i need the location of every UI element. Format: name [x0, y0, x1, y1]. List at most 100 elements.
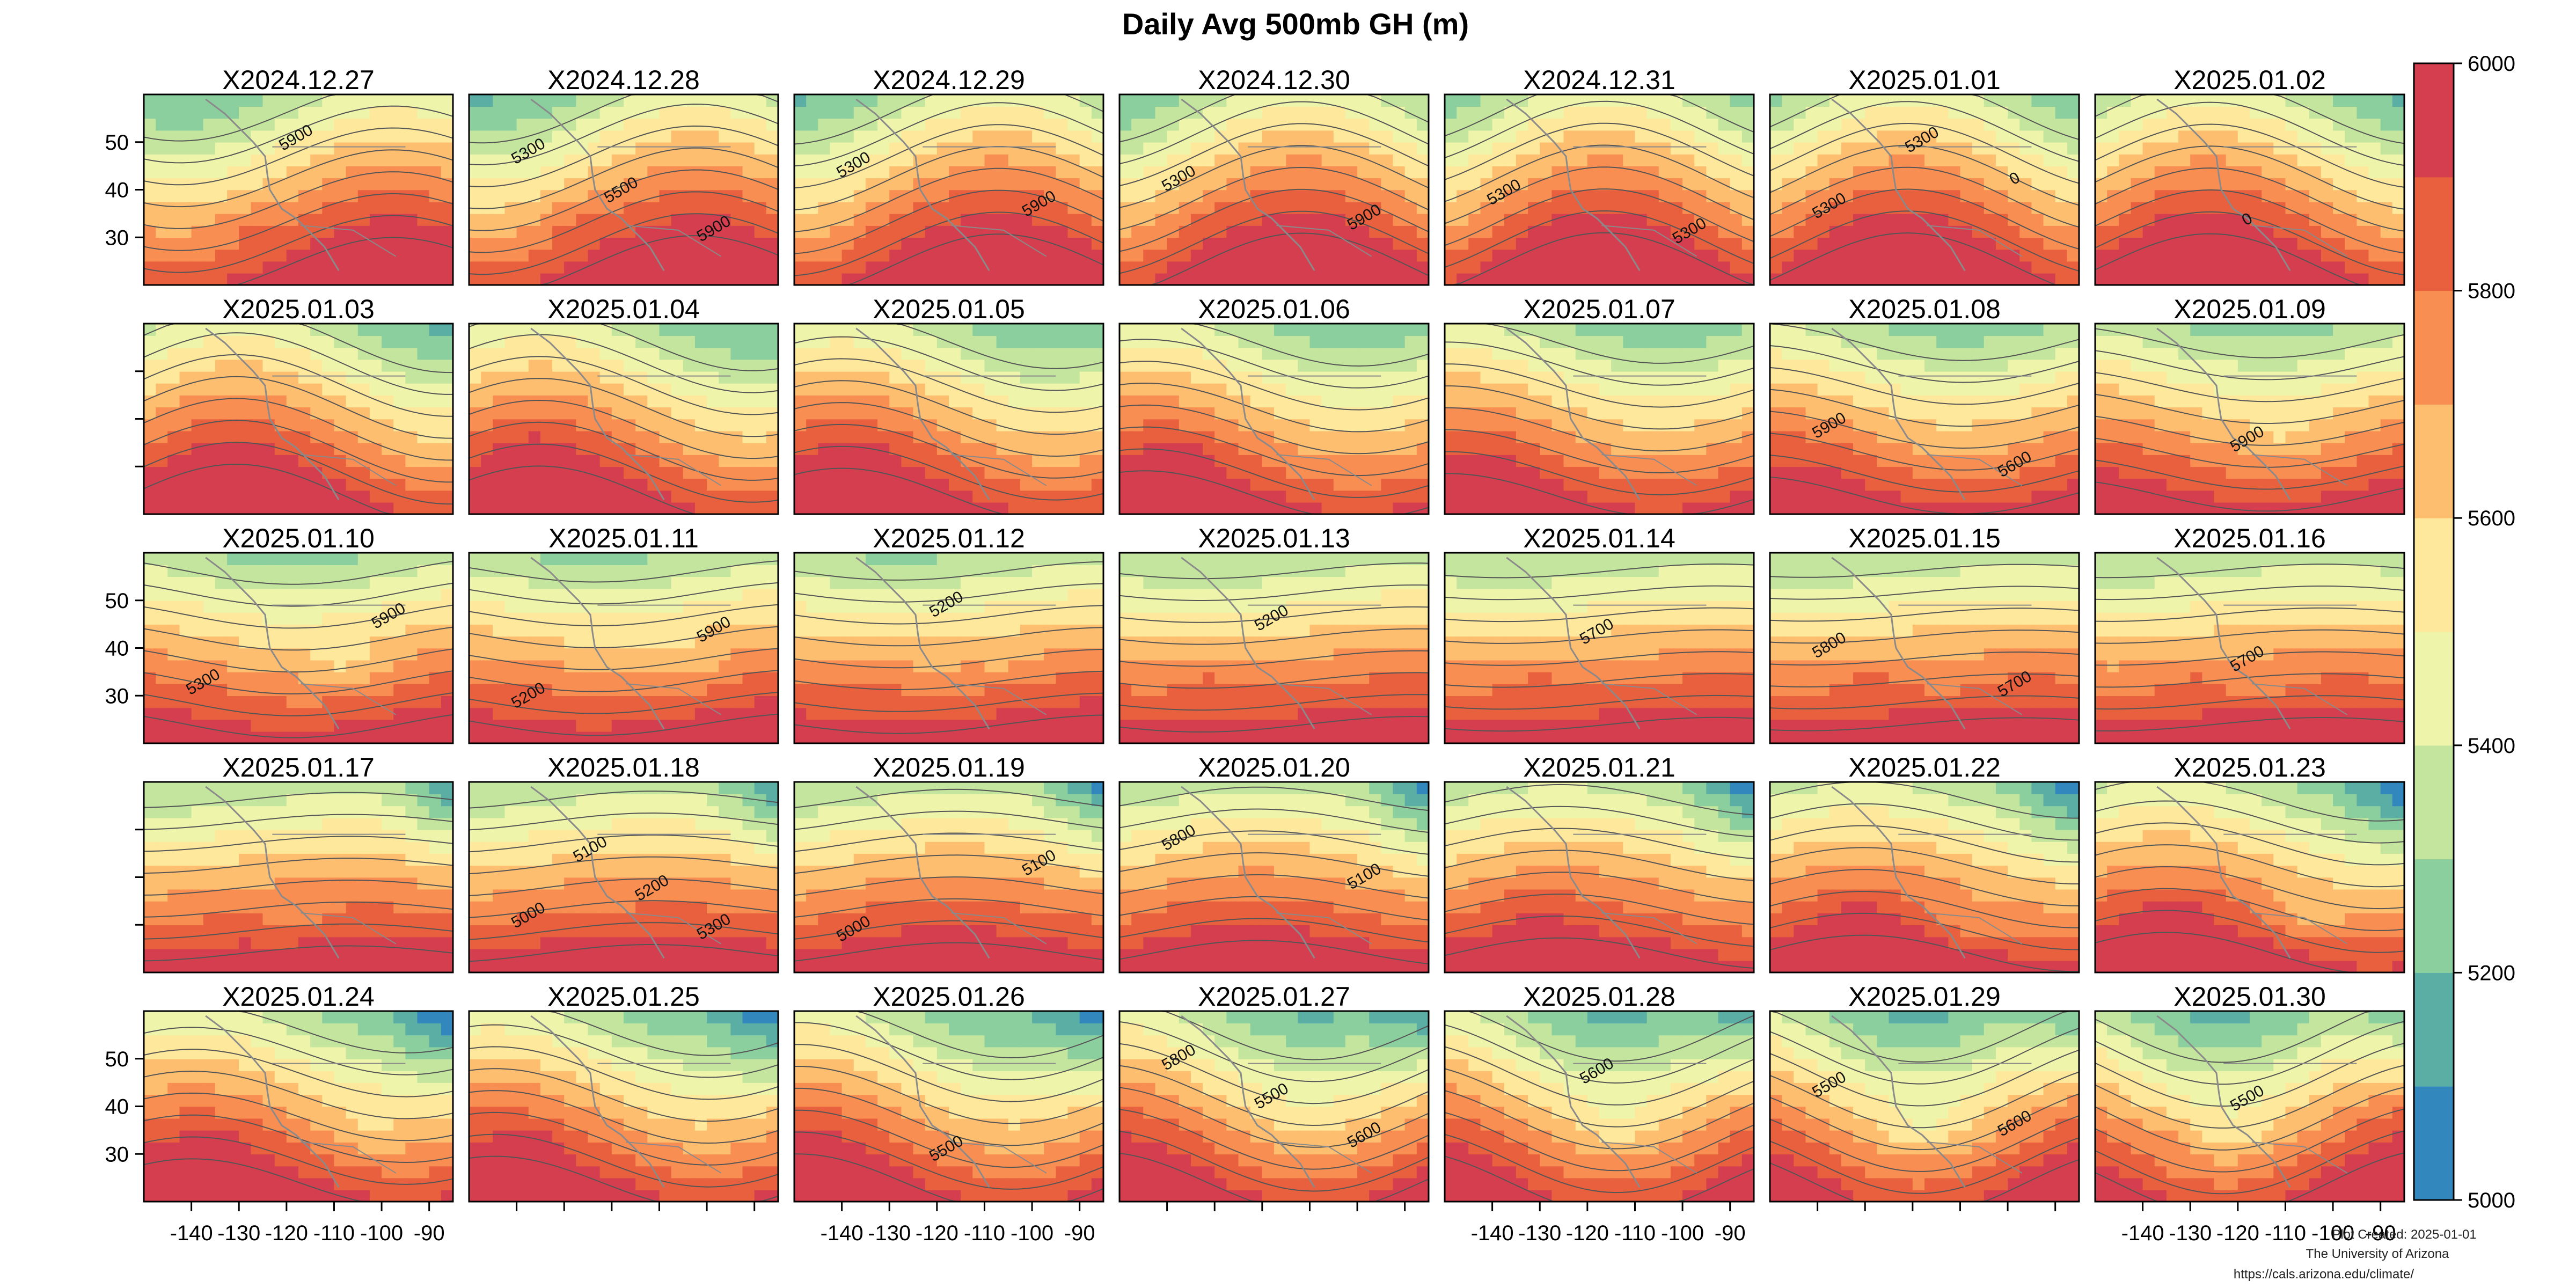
- heat-cell: [1995, 130, 2008, 143]
- heat-cell: [393, 142, 406, 155]
- heat-cell: [754, 455, 767, 467]
- heat-cell: [1635, 249, 1648, 262]
- heat-cell: [310, 189, 323, 202]
- heat-cell: [286, 153, 299, 166]
- heat-cell: [1179, 371, 1191, 384]
- heat-cell: [1056, 142, 1069, 155]
- heat-cell: [611, 455, 624, 467]
- heat-cell: [1091, 225, 1104, 238]
- heat-cell: [671, 261, 684, 274]
- heat-cell: [1226, 213, 1239, 226]
- heat-cell: [469, 118, 481, 131]
- heat-cell: [1190, 130, 1203, 143]
- heat-cell: [2131, 273, 2143, 286]
- heat-cell: [393, 213, 406, 226]
- heat-cell: [516, 94, 529, 107]
- heat-cell: [1794, 94, 1806, 107]
- heat-cell: [996, 347, 1009, 360]
- heat-cell: [1480, 395, 1493, 408]
- heat-cell: [552, 466, 565, 479]
- heat-cell: [1167, 142, 1180, 155]
- heat-cell: [806, 273, 819, 286]
- heat-cell: [1552, 395, 1564, 408]
- contour-line: [143, 171, 453, 229]
- heat-cell: [1445, 347, 1457, 360]
- heat-cell: [1056, 502, 1069, 515]
- heat-cell: [274, 478, 287, 491]
- heat-cell: [357, 335, 370, 348]
- heat-cell: [1445, 201, 1457, 214]
- heat-cell: [961, 359, 974, 372]
- heat-cell: [441, 455, 453, 467]
- heat-cell: [1393, 466, 1406, 479]
- heat-cell: [853, 407, 866, 420]
- heat-cell: [1250, 273, 1263, 286]
- heat-cell: [635, 166, 648, 179]
- heat-cell: [405, 153, 418, 166]
- heat-cell: [1020, 153, 1033, 166]
- heat-cell: [1067, 395, 1080, 408]
- heat-cell: [972, 261, 985, 274]
- heat-cell: [972, 273, 985, 286]
- heat-cell: [742, 166, 755, 179]
- heat-cell: [1552, 153, 1564, 166]
- heat-cell: [203, 130, 216, 143]
- heat-cell: [504, 213, 517, 226]
- heat-cell: [1238, 430, 1251, 443]
- heat-cell: [1381, 395, 1394, 408]
- heat-cell: [1044, 94, 1057, 107]
- heat-cell: [1563, 502, 1576, 515]
- heat-cell: [2166, 142, 2179, 155]
- heat-cell: [936, 273, 949, 286]
- heat-cell: [262, 142, 275, 155]
- heat-cell: [203, 166, 216, 179]
- heat-cell: [191, 478, 204, 491]
- heat-cell: [1190, 201, 1203, 214]
- heat-cell: [393, 478, 406, 491]
- heat-cell: [469, 213, 481, 226]
- heat-cell: [1877, 213, 1890, 226]
- heat-cell: [1044, 430, 1057, 443]
- heat-cell: [659, 502, 672, 515]
- heat-cell: [1008, 249, 1021, 262]
- heat-cell: [1309, 419, 1322, 431]
- heat-cell: [156, 490, 169, 503]
- heat-cell: [357, 178, 370, 191]
- heat-cell: [1286, 153, 1299, 166]
- heat-cell: [1948, 153, 1961, 166]
- heat-cell: [949, 273, 961, 286]
- heat-cell: [1393, 430, 1406, 443]
- heat-cell: [1805, 153, 1818, 166]
- heat-cell: [1190, 419, 1203, 431]
- heat-cell: [683, 118, 696, 131]
- heat-cell: [2226, 153, 2238, 166]
- heat-cell: [1179, 347, 1191, 360]
- heat-cell: [766, 142, 779, 155]
- heat-cell: [1345, 395, 1358, 408]
- heat-cell: [1357, 490, 1370, 503]
- heat-cell: [382, 442, 394, 455]
- heat-cell: [1853, 153, 1866, 166]
- heat-cell: [647, 118, 660, 131]
- heat-cell: [1984, 130, 1996, 143]
- heat-cell: [1091, 395, 1104, 408]
- heat-cell: [671, 273, 684, 286]
- heat-cell: [1416, 189, 1429, 202]
- heat-cell: [429, 273, 442, 286]
- heat-cell: [647, 395, 660, 408]
- heat-cell: [310, 237, 323, 250]
- heat-cell: [215, 502, 228, 515]
- heat-cell: [2226, 273, 2238, 286]
- heat-cell: [2190, 166, 2203, 179]
- heat-cell: [1623, 94, 1636, 107]
- heat-cell: [1357, 407, 1370, 420]
- heat-cell: [576, 324, 589, 336]
- heat-cell: [1646, 249, 1659, 262]
- heat-cell: [1670, 189, 1683, 202]
- heat-cell: [405, 371, 418, 384]
- heat-cell: [1468, 94, 1481, 107]
- heat-cell: [1480, 455, 1493, 467]
- heat-cell: [1730, 237, 1743, 250]
- heat-cell: [2019, 166, 2032, 179]
- heat-cell: [310, 130, 323, 143]
